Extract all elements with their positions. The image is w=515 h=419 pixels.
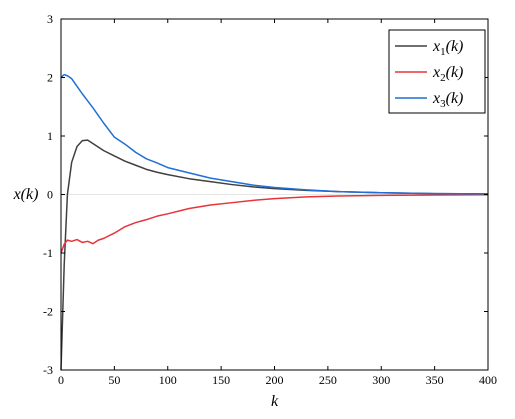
legend-label-x2: x2(k)	[432, 64, 463, 84]
legend: x1(k) x2(k) x3(k)	[388, 29, 486, 114]
y-tick-label: 0	[47, 188, 53, 202]
x-tick-label: 150	[212, 373, 230, 387]
legend-label-x3: x3(k)	[432, 90, 463, 110]
y-tick-label: -3	[43, 363, 53, 377]
x-axis-ticks: 0 50 100 150 200 250 300 350 400	[58, 19, 497, 387]
x-tick-label: 300	[372, 373, 390, 387]
x-tick-label: 50	[108, 373, 120, 387]
y-axis-label: x(k)	[13, 186, 39, 203]
legend-label-x1: x1(k)	[432, 38, 463, 58]
series-line-x2	[60, 194, 489, 254]
x-tick-label: 100	[159, 373, 177, 387]
x-tick-label: 350	[426, 373, 444, 387]
y-axis-ticks: -3 -2 -1 0 1 2 3	[43, 12, 488, 377]
y-tick-label: -2	[43, 305, 53, 319]
series-layer	[60, 73, 489, 371]
y-tick-label: 3	[47, 12, 53, 26]
x-tick-label: 400	[479, 373, 497, 387]
x-axis-label: k	[271, 393, 279, 410]
y-tick-label: -1	[43, 246, 53, 260]
x-tick-label: 200	[266, 373, 284, 387]
y-tick-label: 1	[47, 129, 53, 143]
x-tick-label: 250	[319, 373, 337, 387]
x-tick-label: 0	[58, 373, 64, 387]
series-line-x3	[60, 73, 489, 195]
y-tick-label: 2	[47, 71, 53, 85]
